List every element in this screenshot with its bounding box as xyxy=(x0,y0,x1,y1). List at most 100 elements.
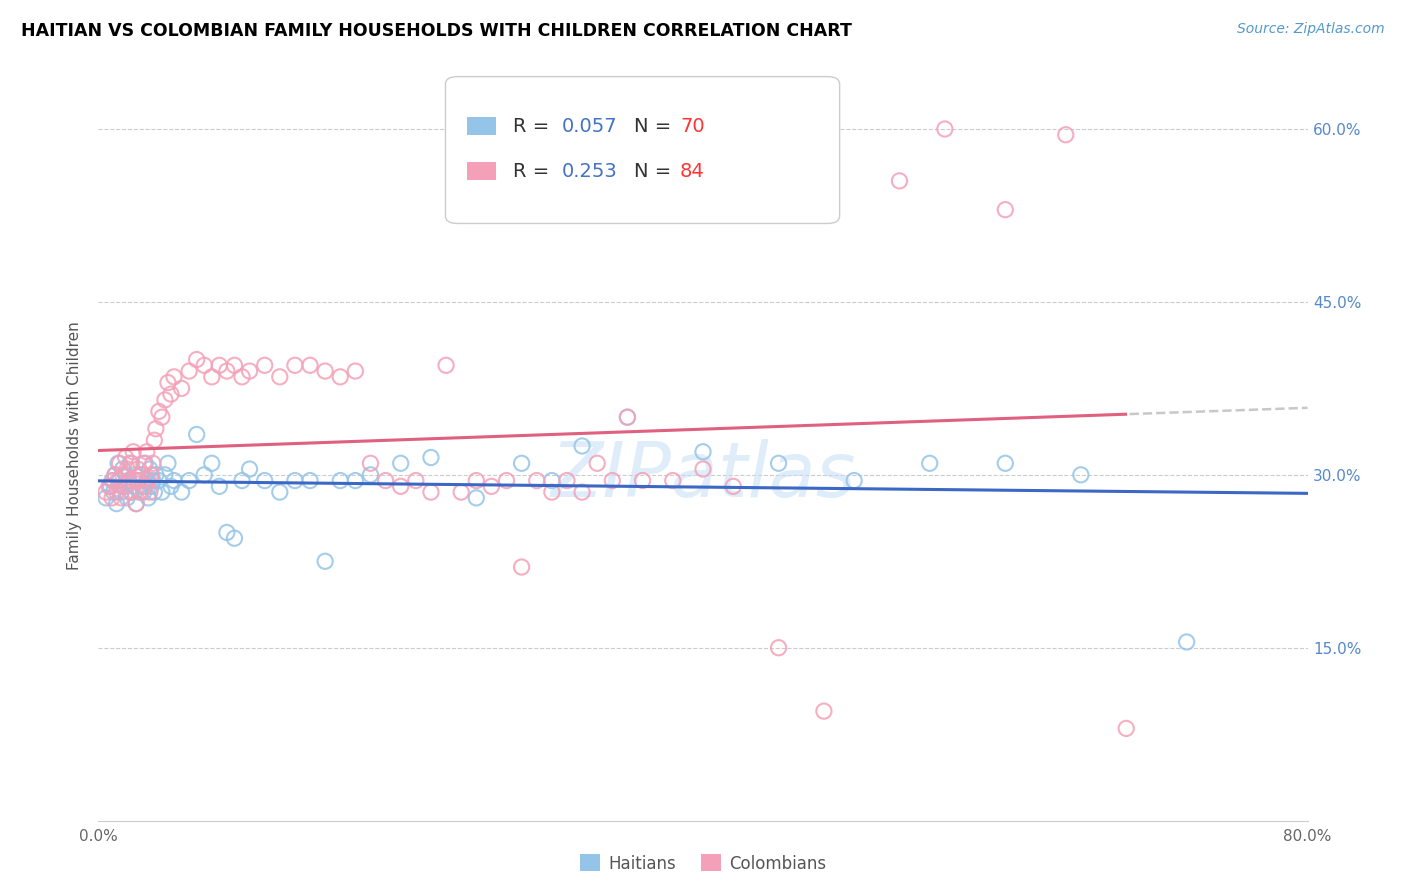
Point xyxy=(201,369,224,384)
Point xyxy=(768,456,790,470)
Point xyxy=(231,474,253,488)
Text: R =: R = xyxy=(513,117,555,136)
Point xyxy=(94,491,117,505)
Point xyxy=(284,474,307,488)
Point xyxy=(239,462,262,476)
Point xyxy=(360,467,382,482)
FancyBboxPatch shape xyxy=(467,117,496,135)
Point xyxy=(163,474,186,488)
Point xyxy=(160,387,183,401)
Point xyxy=(115,491,138,505)
Point xyxy=(125,497,148,511)
Point xyxy=(114,467,136,482)
Point xyxy=(616,410,638,425)
Point xyxy=(100,479,122,493)
Point xyxy=(128,485,150,500)
Point xyxy=(94,485,117,500)
Point xyxy=(540,474,562,488)
Point xyxy=(179,364,201,378)
Point xyxy=(156,376,179,390)
Point xyxy=(98,479,121,493)
Point xyxy=(434,359,457,373)
Point xyxy=(602,474,624,488)
Point xyxy=(510,456,533,470)
Point xyxy=(127,462,149,476)
Legend: Haitians, Colombians: Haitians, Colombians xyxy=(574,847,832,880)
Point xyxy=(405,474,427,488)
Point xyxy=(111,462,134,476)
Point xyxy=(139,485,162,500)
Point xyxy=(141,467,163,482)
Point xyxy=(118,474,141,488)
Point xyxy=(124,474,146,488)
Point xyxy=(101,491,124,505)
Point xyxy=(122,444,145,458)
Point xyxy=(186,352,208,367)
Point xyxy=(115,462,138,476)
Point xyxy=(692,462,714,476)
Text: 0.253: 0.253 xyxy=(561,161,617,180)
FancyBboxPatch shape xyxy=(446,77,839,224)
Point xyxy=(208,359,231,373)
Point xyxy=(145,422,167,436)
Point xyxy=(135,474,157,488)
Point xyxy=(124,467,146,482)
Point xyxy=(344,474,367,488)
Point xyxy=(125,497,148,511)
Point xyxy=(201,456,224,470)
Text: R =: R = xyxy=(513,161,555,180)
Point xyxy=(571,485,593,500)
Point xyxy=(186,427,208,442)
Y-axis label: Family Households with Children: Family Households with Children xyxy=(67,322,83,570)
Point xyxy=(136,491,159,505)
Point xyxy=(540,485,562,500)
Point xyxy=(299,474,322,488)
Point xyxy=(526,474,548,488)
Point xyxy=(481,479,503,493)
Point xyxy=(193,467,215,482)
Point xyxy=(103,474,125,488)
Point xyxy=(153,467,176,482)
Point xyxy=(143,485,166,500)
Point xyxy=(131,467,153,482)
Point xyxy=(156,456,179,470)
Point xyxy=(631,474,654,488)
Point xyxy=(299,359,322,373)
Point xyxy=(284,359,307,373)
Point xyxy=(314,364,336,378)
Point xyxy=(112,479,135,493)
Point xyxy=(141,479,163,493)
Point xyxy=(918,456,941,470)
Point xyxy=(132,456,155,470)
Point xyxy=(314,554,336,568)
Point xyxy=(118,474,141,488)
Point xyxy=(107,474,129,488)
Point xyxy=(150,410,173,425)
Point xyxy=(1115,722,1137,736)
Point xyxy=(571,439,593,453)
Point xyxy=(374,474,396,488)
Point xyxy=(148,404,170,418)
Point xyxy=(224,359,246,373)
Point xyxy=(360,456,382,470)
Point xyxy=(111,467,134,482)
Point xyxy=(994,456,1017,470)
Text: N =: N = xyxy=(634,117,678,136)
Point xyxy=(723,479,745,493)
Point xyxy=(1070,467,1092,482)
Point xyxy=(1054,128,1077,142)
Point xyxy=(495,474,517,488)
Point xyxy=(586,456,609,470)
Point xyxy=(122,479,145,493)
Point xyxy=(105,497,128,511)
Point xyxy=(465,491,488,505)
Point xyxy=(104,467,127,482)
Point xyxy=(105,485,128,500)
Point xyxy=(129,485,152,500)
Point xyxy=(616,410,638,425)
Point xyxy=(389,479,412,493)
Text: Source: ZipAtlas.com: Source: ZipAtlas.com xyxy=(1237,22,1385,37)
Point xyxy=(994,202,1017,217)
Point xyxy=(269,485,291,500)
Point xyxy=(135,444,157,458)
